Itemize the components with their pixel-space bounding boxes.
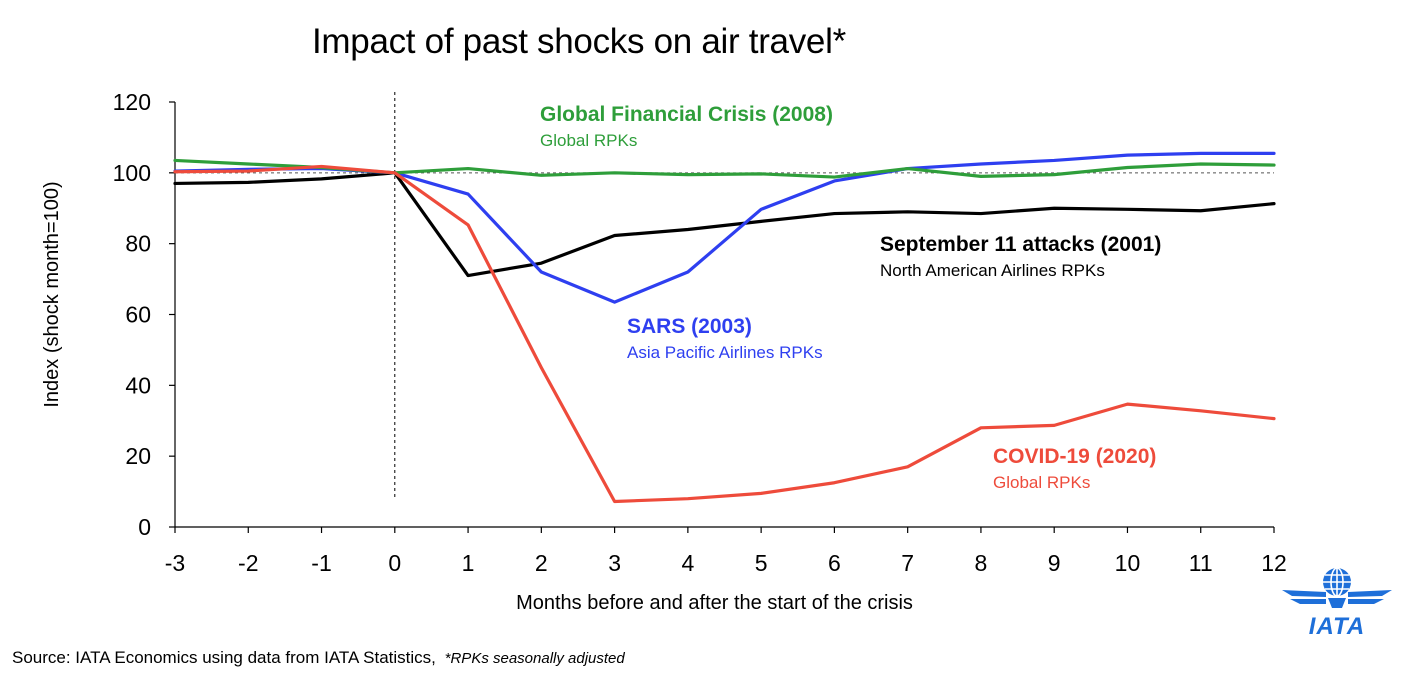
y-tick-label: 0 — [138, 514, 151, 540]
annotation-sars-subtitle: Asia Pacific Airlines RPKs — [627, 343, 823, 362]
source-footnote: Source: IATA Economics using data from I… — [12, 648, 625, 668]
annotation-gfc-subtitle: Global RPKs — [540, 131, 638, 150]
y-tick-label: 40 — [125, 372, 151, 398]
series-line-sept11 — [173, 171, 1276, 278]
source-text: Source: IATA Economics using data from I… — [12, 648, 436, 667]
x-tick-label: 11 — [1189, 550, 1213, 576]
x-tick-label: 2 — [535, 550, 548, 576]
x-tick-label: 7 — [901, 550, 914, 576]
x-tick-label: 9 — [1048, 550, 1061, 576]
x-tick-label: 6 — [828, 550, 841, 576]
x-tick-label: 10 — [1115, 550, 1141, 576]
x-tick-label: -2 — [238, 550, 258, 576]
y-tick-label: 20 — [125, 443, 151, 469]
y-tick-label: 100 — [113, 160, 151, 186]
x-tick-label: 0 — [388, 550, 401, 576]
annotation-sars-title: SARS (2003) — [627, 315, 752, 338]
y-tick-label: 120 — [113, 89, 151, 115]
source-note: *RPKs seasonally adjusted — [444, 650, 625, 667]
iata-logo-text: IATA — [1309, 613, 1365, 638]
annotation-sept11: September 11 attacks (2001) North Americ… — [880, 233, 1161, 281]
annotation-covid-title: COVID-19 (2020) — [993, 445, 1157, 468]
y-axis-label: Index (shock month=100) — [41, 181, 63, 407]
x-tick-label: 5 — [755, 550, 768, 576]
x-tick-label: -3 — [165, 550, 185, 576]
x-tick-label: 3 — [608, 550, 621, 576]
annotation-gfc-title: Global Financial Crisis (2008) — [540, 103, 833, 126]
annotation-covid-subtitle: Global RPKs — [993, 473, 1091, 492]
x-tick-label: 8 — [975, 550, 988, 576]
y-tick-label: 80 — [125, 231, 151, 257]
x-tick-label: -1 — [311, 550, 331, 576]
x-tick-label: 12 — [1261, 550, 1287, 576]
annotation-sept11-title: September 11 attacks (2001) — [880, 233, 1162, 256]
iata-logo: IATA — [1282, 567, 1392, 638]
annotation-sept11-subtitle: North American Airlines RPKs — [880, 261, 1105, 280]
x-axis-label: Months before and after the start of the… — [516, 592, 913, 614]
annotation-gfc: Global Financial Crisis (2008) Global RP… — [540, 103, 833, 151]
y-tick-label: 60 — [125, 302, 151, 328]
x-tick-label: 1 — [462, 550, 475, 576]
annotation-sars: SARS (2003) Asia Pacific Airlines RPKs — [627, 315, 823, 363]
chart-title: Impact of past shocks on air travel* — [312, 22, 846, 61]
annotation-covid: COVID-19 (2020) Global RPKs — [993, 445, 1156, 493]
x-tick-label: 4 — [681, 550, 694, 576]
series-line-covid — [173, 164, 1276, 504]
